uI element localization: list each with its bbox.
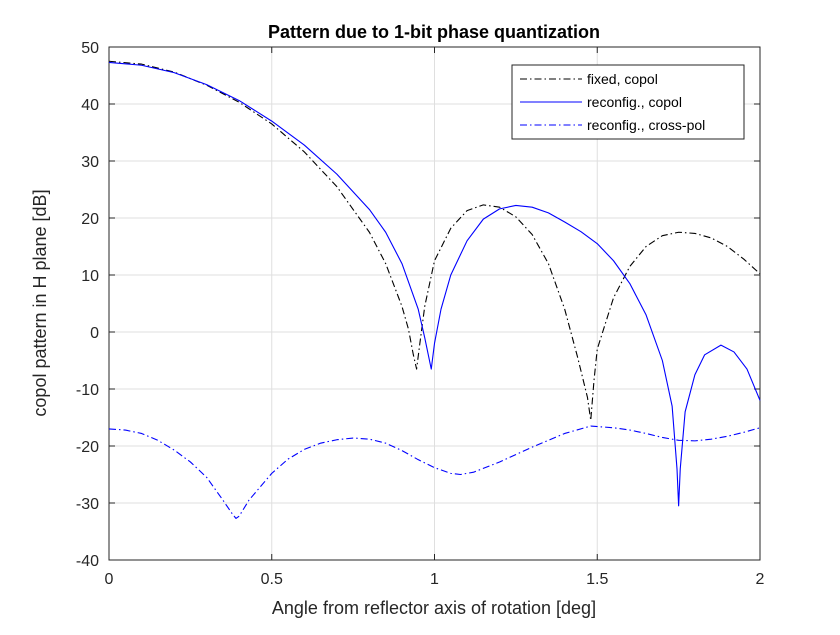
x-tick-label: 2 [756,571,765,588]
y-tick-label: 50 [81,40,99,57]
x-axis-label: Angle from reflector axis of rotation [d… [272,598,596,618]
axes [108,46,761,561]
legend-label-3: reconfig., cross-pol [587,117,705,133]
series-layer [108,60,761,519]
chart-title: Pattern due to 1-bit phase quantization [268,22,600,42]
y-tick-label: -40 [76,553,99,570]
y-tick-label: -30 [76,496,99,513]
y-tick-label: -10 [76,382,99,399]
y-tick-label: 30 [81,154,99,171]
x-tick-label: 0.5 [261,571,283,588]
y-tick-label: 20 [81,211,99,228]
x-tick-label: 0 [105,571,114,588]
legend-label-2: reconfig., copol [587,94,682,110]
tick-labels: 0 0.5 1 1.5 2 -40 -30 -20 -10 0 10 20 30 40 50 [76,40,765,588]
y-tick-label: -20 [76,439,99,456]
legend: fixed, copol reconfig., copol reconfig., c… [511,64,745,140]
series-line-1 [108,60,761,421]
x-tick-label: 1 [430,571,439,588]
legend-label-1: fixed, copol [587,71,658,87]
series-line-2 [108,61,761,507]
y-tick-label: 40 [81,97,99,114]
series-line-3 [108,425,761,519]
y-tick-label: 10 [81,268,99,285]
y-tick-label: 0 [90,325,99,342]
x-tick-label: 1.5 [586,571,608,588]
y-axis-label: copol pattern in H plane [dB] [30,189,50,416]
